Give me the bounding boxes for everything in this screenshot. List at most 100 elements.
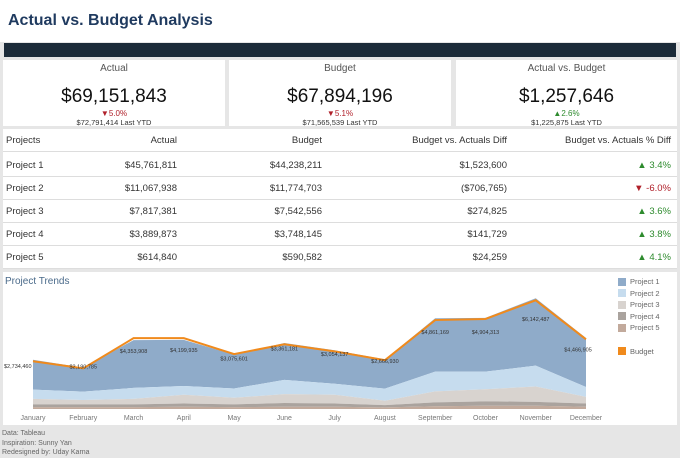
x-tick-label: April bbox=[177, 415, 191, 422]
table-cell: $3,748,145 bbox=[274, 229, 322, 240]
kpi-label: Actual vs. Budget bbox=[527, 63, 606, 74]
table-row: Project 4 $3,889,873 $3,748,145 $141,729 ▲ 3… bbox=[3, 223, 677, 246]
legend-label: Budget bbox=[630, 346, 654, 356]
table-cell: $45,761,811 bbox=[124, 160, 177, 171]
kpi-last-ytd: $72,791,414 Last YTD bbox=[76, 118, 152, 127]
legend-item[interactable]: Project 4 bbox=[618, 311, 660, 323]
table-cell: ▲ 3.8% bbox=[637, 229, 671, 240]
data-label: $3,054,137 bbox=[321, 352, 349, 358]
table-cell: Project 1 bbox=[6, 160, 44, 171]
legend-label: Project 3 bbox=[630, 300, 660, 310]
table-cell: Project 3 bbox=[6, 206, 44, 217]
table-cell: $44,238,211 bbox=[269, 160, 322, 171]
table-cell: Project 5 bbox=[6, 252, 44, 263]
data-label: $4,199,935 bbox=[170, 348, 198, 354]
legend-swatch bbox=[618, 277, 626, 286]
data-label: $4,466,905 bbox=[564, 348, 592, 354]
legend-swatch bbox=[618, 347, 626, 356]
data-label: $3,361,181 bbox=[271, 346, 299, 352]
header-cell: Projects bbox=[6, 135, 41, 146]
area-chart: $2,734,460 $2,190,785 $4,353,908 $4,199,935… bbox=[4, 298, 603, 422]
area-project-1 bbox=[33, 298, 586, 392]
legend-label: Project 4 bbox=[630, 311, 660, 321]
budget-line bbox=[32, 299, 587, 370]
data-label: $2,666,930 bbox=[371, 359, 399, 365]
kpi-label: Budget bbox=[324, 63, 356, 74]
kpi-last-ytd: $1,225,875 Last YTD bbox=[531, 118, 602, 127]
x-tick-label: March bbox=[124, 415, 144, 422]
table-cell: $7,542,556 bbox=[274, 206, 322, 217]
title-bar: Actual vs. Budget Analysis bbox=[0, 0, 680, 42]
area-project-5 bbox=[33, 405, 586, 409]
area-project-4 bbox=[33, 401, 586, 408]
x-tick-label: October bbox=[473, 415, 499, 422]
kpi-last-ytd: $71,565,539 Last YTD bbox=[302, 118, 378, 127]
kpi-label: Actual bbox=[100, 63, 128, 74]
x-tick-label: December bbox=[570, 415, 603, 422]
x-tick-label: July bbox=[328, 415, 341, 422]
legend-swatch bbox=[618, 323, 626, 332]
footer: Data: Tableau Inspiration: Sunny Yan Red… bbox=[2, 429, 90, 458]
legend-swatch bbox=[618, 289, 626, 298]
table-row: Project 5 $614,840 $590,582 $24,259 ▲ 4.1% bbox=[3, 246, 677, 269]
footer-inspiration: Inspiration: Sunny Yan bbox=[2, 439, 72, 447]
area-project-2 bbox=[33, 365, 586, 401]
x-tick-label: June bbox=[277, 415, 292, 422]
table-row: Project 2 $11,067,938 $11,774,703 ($706,765… bbox=[3, 177, 677, 200]
footer-redesigned: Redesigned by: Uday Karna bbox=[2, 449, 90, 456]
x-tick-label: February bbox=[69, 415, 98, 422]
table-cell: ▲ 3.6% bbox=[637, 206, 671, 217]
legend-item[interactable]: Budget bbox=[618, 346, 660, 358]
kpi-value: $69,151,843 bbox=[61, 86, 167, 107]
x-tick-label: May bbox=[227, 415, 241, 422]
legend-label: Project 1 bbox=[630, 277, 660, 287]
table-cell: $1,523,600 bbox=[459, 160, 507, 171]
header-cell: Budget vs. Actuals % Diff bbox=[565, 135, 671, 146]
table-cell: $141,729 bbox=[467, 229, 507, 240]
kpi-change: ▲2.6% bbox=[553, 109, 580, 118]
header-cell: Budget bbox=[291, 135, 322, 146]
legend-swatch bbox=[618, 312, 626, 321]
legend-label: Project 2 bbox=[630, 288, 660, 298]
table-cell: ▲ 3.4% bbox=[637, 160, 671, 171]
table-cell: $24,259 bbox=[472, 252, 507, 263]
header-band bbox=[4, 43, 676, 57]
table-cell: $614,840 bbox=[137, 252, 177, 263]
legend-item[interactable]: Project 2 bbox=[618, 288, 660, 300]
table-cell: $11,067,938 bbox=[124, 183, 177, 194]
projects-table: Projects Actual Budget Budget vs. Actual… bbox=[3, 129, 677, 269]
legend: Project 1 Project 2 Project 3 Project 4 Proj… bbox=[618, 276, 660, 357]
legend-item[interactable]: Project 3 bbox=[618, 299, 660, 311]
area-project-3 bbox=[33, 386, 586, 406]
table-cell: $274,825 bbox=[467, 206, 507, 217]
project-trends-chart: Project Trends $2,734,460 $2,190,785 $4,35… bbox=[3, 272, 677, 425]
table-cell: $3,889,873 bbox=[129, 229, 177, 240]
kpi-actual-vs-budget: Actual vs. Budget $1,257,646 ▲2.6% $1,22… bbox=[456, 60, 677, 127]
table-cell: $11,774,703 bbox=[269, 183, 322, 194]
legend-item[interactable]: Project 5 bbox=[618, 322, 660, 334]
x-tick-label: January bbox=[21, 415, 46, 422]
kpi-actual: Actual $69,151,843 ▼5.0% $72,791,414 Las… bbox=[3, 60, 225, 127]
kpi-budget: Budget $67,894,196 ▼5.1% $71,565,539 Las… bbox=[229, 60, 451, 127]
table-cell: Project 2 bbox=[6, 183, 44, 194]
table-cell: ▲ 4.1% bbox=[637, 252, 671, 263]
footer-data: Data: Tableau bbox=[2, 430, 46, 437]
data-label: $6,142,487 bbox=[522, 317, 550, 323]
header-cell: Budget vs. Actuals Diff bbox=[412, 135, 507, 146]
x-tick-label: August bbox=[374, 415, 396, 422]
data-label: $4,861,169 bbox=[421, 330, 449, 336]
table-cell: ▼ -6.0% bbox=[634, 183, 671, 194]
legend-swatch bbox=[618, 300, 626, 309]
x-tick-label: November bbox=[520, 415, 553, 422]
kpi-change: ▼5.1% bbox=[326, 109, 354, 118]
table-row: Project 1 $45,761,811 $44,238,211 $1,523,60… bbox=[3, 154, 677, 177]
kpi-change: ▼5.0% bbox=[100, 109, 128, 118]
legend-item[interactable]: Project 1 bbox=[618, 276, 660, 288]
data-label: $4,904,313 bbox=[472, 330, 500, 336]
data-label: $3,075,601 bbox=[220, 357, 248, 363]
chart-title: Project Trends bbox=[5, 276, 70, 287]
table-header: Projects Actual Budget Budget vs. Actual… bbox=[3, 129, 677, 152]
legend-label: Project 5 bbox=[630, 323, 660, 333]
data-label: $4,353,908 bbox=[120, 349, 148, 355]
page-title: Actual vs. Budget Analysis bbox=[8, 12, 213, 29]
